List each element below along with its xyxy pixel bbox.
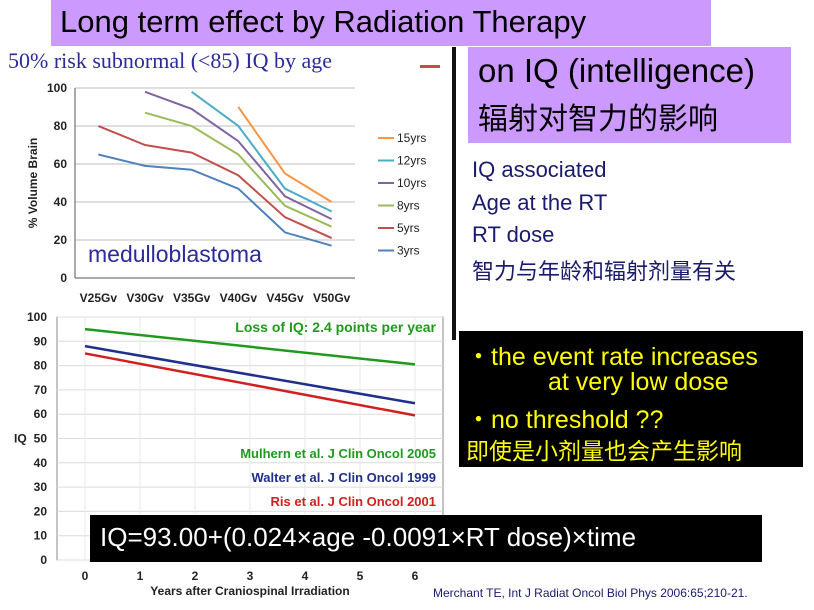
series-line-12yrs bbox=[191, 90, 333, 213]
iq-heading-english: on IQ (intelligence) bbox=[478, 52, 755, 89]
page-title: Long term effect by Radiation Therapy bbox=[60, 4, 587, 39]
iq-x-tick-label-5: 5 bbox=[357, 569, 364, 583]
legend-label-5yrs: 5yrs bbox=[397, 221, 420, 235]
iq-y-tick-label-6: 60 bbox=[34, 407, 48, 421]
bullet-age: Age at the RT bbox=[472, 190, 608, 215]
iq-y-tick-label-7: 70 bbox=[34, 383, 48, 397]
reference-citation: Merchant TE, Int J Radiat Oncol Biol Phy… bbox=[433, 586, 748, 600]
iq-x-axis-label: Years after Craniospinal Irradiation bbox=[150, 584, 349, 598]
iq-x-tick-label-1: 1 bbox=[137, 569, 144, 583]
x-tick-label-0: V25Gv bbox=[80, 291, 118, 305]
iq-x-tick-label-0: 0 bbox=[82, 569, 89, 583]
x-tick-label-5: V50Gv bbox=[313, 291, 351, 305]
iq-y-tick-label-5: 50 bbox=[34, 432, 48, 446]
y-axis-label-1: % Volume Brain bbox=[26, 138, 40, 228]
series-line-10yrs bbox=[144, 90, 333, 220]
y-tick-label-2: 40 bbox=[54, 195, 68, 209]
iq-heading-box bbox=[468, 47, 791, 143]
x-tick-label-3: V40Gv bbox=[220, 291, 258, 305]
iq-x-tick-label-2: 2 bbox=[192, 569, 199, 583]
loss-of-iq-annotation: Loss of IQ: 2.4 points per year bbox=[235, 319, 436, 335]
highlight-line-2: at very low dose bbox=[548, 368, 729, 396]
iq-heading-chinese: 辐射对智力的影响 bbox=[478, 102, 718, 137]
iq-y-tick-label-0: 0 bbox=[40, 553, 47, 567]
iq-y-tick-label-3: 30 bbox=[34, 480, 48, 494]
y-tick-label-0: 0 bbox=[60, 271, 67, 285]
iq-y-tick-label-9: 90 bbox=[34, 334, 48, 348]
iq-y-axis-label: IQ bbox=[14, 432, 27, 446]
y-tick-label-3: 60 bbox=[54, 157, 68, 171]
iq-y-tick-label-1: 10 bbox=[34, 529, 48, 543]
legend-label-15yrs: 15yrs bbox=[397, 131, 426, 145]
highlight-box bbox=[459, 331, 803, 467]
formula-box bbox=[90, 515, 762, 562]
highlight-line-4: 即使是小剂量也会产生影响 bbox=[466, 439, 742, 465]
iq-y-tick-label-10: 100 bbox=[27, 310, 47, 324]
iq-y-tick-label-4: 40 bbox=[34, 456, 48, 470]
iq-x-tick-label-4: 4 bbox=[302, 569, 309, 583]
brain-volume-chart: 0 20 40 60 80 100 V25Gv V30Gv V35Gv V40Gv V45Gv V50… bbox=[26, 81, 426, 305]
red-dash-decoration bbox=[420, 65, 440, 68]
y-tick-label-4: 80 bbox=[54, 119, 68, 133]
legend-label-3yrs: 3yrs bbox=[397, 244, 420, 258]
iq-series-line-1 bbox=[84, 344, 416, 405]
iq-formula: IQ=93.00+(0.024×age -0.0091×RT dose)×tim… bbox=[100, 522, 637, 552]
bullet-iq-associated: IQ associated bbox=[472, 157, 607, 182]
iq-series-line-2 bbox=[84, 352, 416, 417]
highlight-line-1: ・the event rate increases bbox=[466, 343, 758, 371]
highlight-line-3: ・no threshold ?? bbox=[466, 406, 664, 434]
y-tick-label-1: 20 bbox=[54, 233, 68, 247]
series-line-15yrs bbox=[237, 106, 333, 203]
medulloblastoma-label: medulloblastoma bbox=[88, 241, 262, 267]
bullet-rt-dose: RT dose bbox=[472, 222, 555, 247]
walter-citation: Walter et al. J Clin Oncol 1999 bbox=[252, 470, 436, 485]
iq-x-tick-label-6: 6 bbox=[412, 569, 419, 583]
legend-label-10yrs: 10yrs bbox=[397, 176, 426, 190]
iq-y-tick-label-8: 80 bbox=[34, 359, 48, 373]
ris-citation: Ris et al. J Clin Oncol 2001 bbox=[271, 494, 436, 509]
series-line-5yrs bbox=[97, 125, 333, 240]
plot-area-1 bbox=[75, 88, 355, 278]
series-line-3yrs bbox=[98, 153, 332, 247]
vertical-divider bbox=[452, 47, 456, 340]
y-tick-label-5: 100 bbox=[47, 81, 67, 95]
series-line-8yrs bbox=[144, 111, 333, 228]
title-banner bbox=[51, 0, 711, 46]
chart-subtitle: 50% risk subnormal (<85) IQ by age bbox=[8, 48, 333, 73]
x-tick-label-4: V45Gv bbox=[266, 291, 304, 305]
iq-y-tick-label-2: 20 bbox=[34, 504, 48, 518]
x-tick-label-1: V30Gv bbox=[126, 291, 164, 305]
iq-x-tick-label-3: 3 bbox=[247, 569, 254, 583]
iq-series-line-0 bbox=[84, 327, 416, 366]
bullet-chinese-summary: 智力与年龄和辐射剂量有关 bbox=[472, 260, 737, 285]
legend-label-8yrs: 8yrs bbox=[397, 199, 420, 213]
x-tick-label-2: V35Gv bbox=[173, 291, 211, 305]
legend-label-12yrs: 12yrs bbox=[397, 154, 426, 168]
mulhern-citation: Mulhern et al. J Clin Oncol 2005 bbox=[240, 446, 436, 461]
